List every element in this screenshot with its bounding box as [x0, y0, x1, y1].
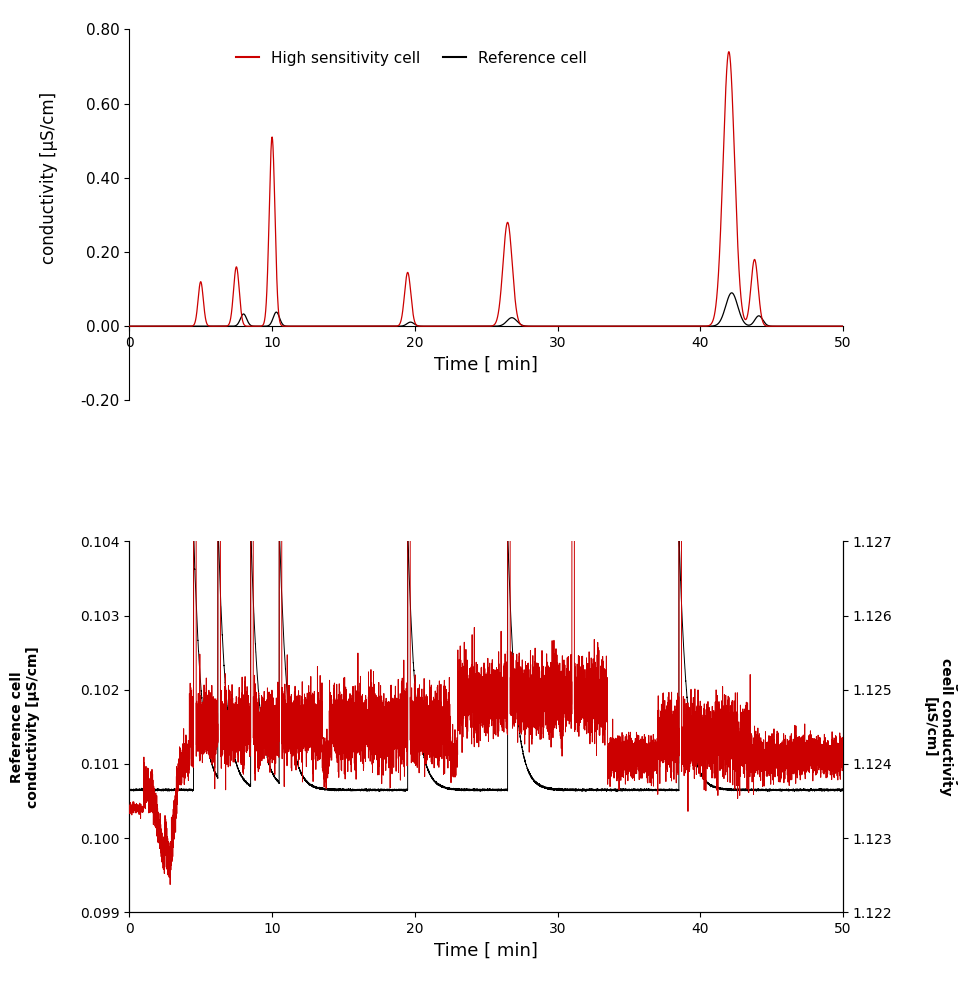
- Y-axis label: Reference cell
conductivity [μS/cm]: Reference cell conductivity [μS/cm]: [10, 645, 40, 807]
- Legend: High sensitivity cell, Reference cell: High sensitivity cell, Reference cell: [230, 44, 593, 72]
- Y-axis label: High sensitivity
ceell conductivity
[μS/cm]: High sensitivity ceell conductivity [μS/…: [923, 658, 958, 796]
- Y-axis label: conductivity [μS/cm]: conductivity [μS/cm]: [40, 92, 58, 264]
- X-axis label: Time [ min]: Time [ min]: [434, 355, 538, 374]
- X-axis label: Time [ min]: Time [ min]: [434, 942, 538, 959]
